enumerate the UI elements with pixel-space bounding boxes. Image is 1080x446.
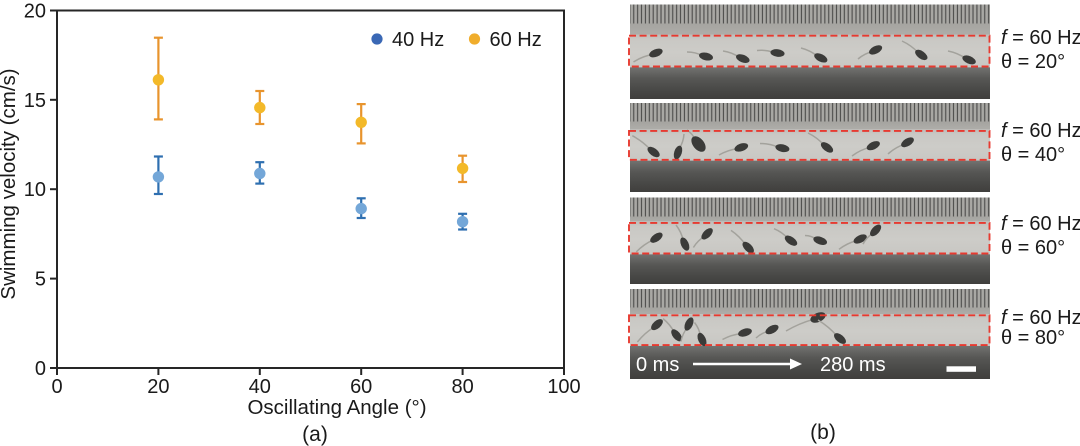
svg-text:(a): (a) xyxy=(302,423,328,446)
svg-text:0 ms: 0 ms xyxy=(636,354,679,376)
svg-text:f = 60 Hz: f = 60 Hz xyxy=(1001,120,1080,142)
svg-text:15: 15 xyxy=(24,90,46,112)
svg-text:0: 0 xyxy=(35,358,46,380)
svg-text:60: 60 xyxy=(350,376,372,398)
svg-text:(b): (b) xyxy=(810,421,836,444)
svg-text:60 Hz: 60 Hz xyxy=(490,29,542,51)
svg-text:0: 0 xyxy=(51,376,62,398)
svg-text:Swimming velocity (cm/s): Swimming velocity (cm/s) xyxy=(0,68,20,299)
svg-text:280 ms: 280 ms xyxy=(820,354,886,376)
svg-text:100: 100 xyxy=(547,376,580,398)
svg-text:10: 10 xyxy=(24,179,46,201)
svg-text:θ = 60°: θ = 60° xyxy=(1001,237,1065,259)
svg-text:Oscillating Angle (°): Oscillating Angle (°) xyxy=(247,396,426,419)
svg-text:f = 60 Hz: f = 60 Hz xyxy=(1001,213,1080,235)
svg-text:f = 60 Hz: f = 60 Hz xyxy=(1001,27,1080,49)
svg-text:20: 20 xyxy=(24,1,46,23)
svg-text:θ = 40°: θ = 40° xyxy=(1001,144,1065,166)
svg-text:20: 20 xyxy=(147,376,169,398)
svg-text:θ = 80°: θ = 80° xyxy=(1001,327,1065,349)
svg-text:40: 40 xyxy=(249,376,271,398)
svg-text:80: 80 xyxy=(451,376,473,398)
svg-text:5: 5 xyxy=(35,269,46,291)
svg-text:θ = 20°: θ = 20° xyxy=(1001,51,1065,73)
svg-text:40 Hz: 40 Hz xyxy=(392,29,444,51)
svg-text:f = 60 Hz: f = 60 Hz xyxy=(1001,307,1080,329)
